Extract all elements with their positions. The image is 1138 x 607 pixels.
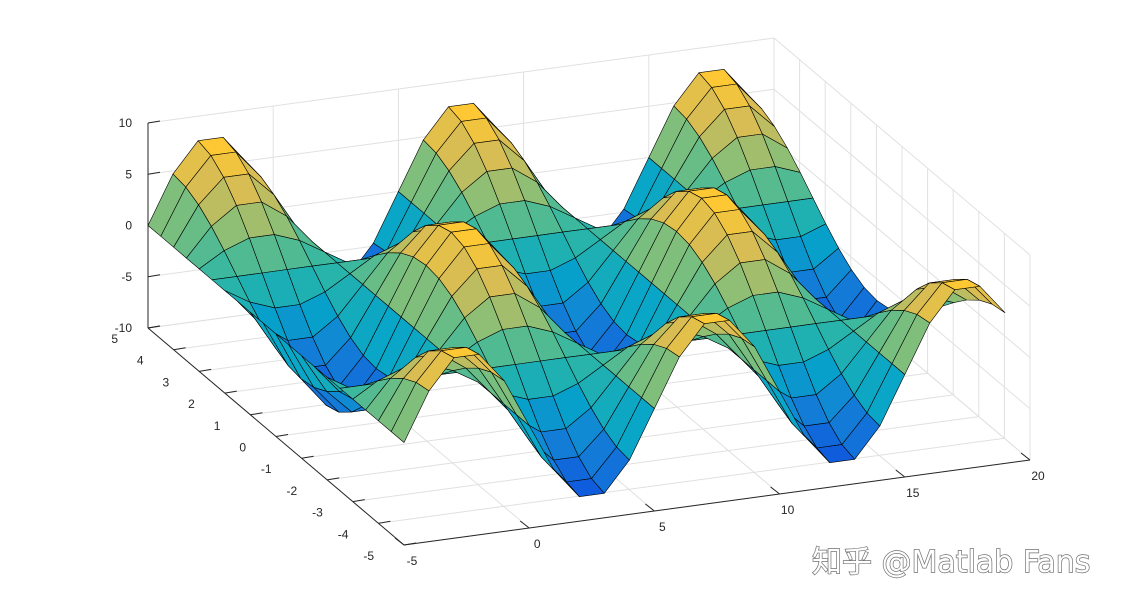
z-tick-label: -10: [115, 321, 133, 335]
y-tick-mark: [327, 477, 340, 481]
y-tick-label: 2: [188, 397, 195, 411]
grid-line: [773, 37, 1031, 256]
y-tick-label: 1: [214, 419, 221, 433]
y-tick-mark: [275, 434, 289, 437]
z-tick-label: 10: [119, 116, 133, 130]
grid-line: [352, 416, 979, 503]
grid-line: [147, 37, 775, 124]
x-tick-mark: [1020, 452, 1031, 461]
x-tick-label: -5: [407, 554, 418, 568]
x-tick-label: 0: [534, 537, 541, 551]
surface-mesh: [147, 69, 1006, 498]
y-tick-mark: [378, 520, 391, 524]
y-tick-label: -3: [312, 506, 323, 520]
surface-patch: [941, 278, 981, 291]
x-tick-mark: [770, 486, 780, 495]
y-tick-label: -1: [261, 462, 272, 476]
surface-patch: [440, 346, 480, 359]
y-tick-mark: [352, 499, 365, 503]
x-tick-mark: [394, 537, 405, 546]
x-axis-line: [403, 459, 1031, 546]
x-tick-mark: [895, 469, 906, 478]
y-tick-label: 0: [239, 441, 246, 455]
z-tick-label: -5: [121, 270, 132, 284]
y-tick-label: -4: [338, 527, 349, 541]
x-tick-mark: [645, 503, 655, 512]
y-tick-mark: [403, 542, 417, 546]
z-tick-mark: [147, 325, 161, 329]
y-tick-label: -2: [287, 484, 298, 498]
y-tick-label: 5: [111, 332, 118, 346]
z-tick-mark: [147, 274, 161, 278]
x-tick-label: 15: [906, 486, 920, 500]
y-tick-mark: [199, 368, 212, 372]
y-tick-mark: [224, 390, 237, 394]
y-tick-label: 4: [137, 354, 144, 368]
y-tick-label: 3: [163, 375, 170, 389]
x-tick-mark: [519, 520, 530, 529]
x-tick-label: 5: [659, 520, 666, 534]
y-tick-mark: [301, 455, 314, 459]
watermark-text: 知乎 @Matlab Fans: [812, 545, 1090, 580]
grid-line: [773, 140, 1031, 358]
z-tick-label: 0: [125, 219, 132, 233]
grid-line: [378, 437, 1005, 524]
grid-line: [773, 88, 1031, 307]
y-tick-label: -5: [363, 549, 374, 563]
z-tick-label: 5: [125, 167, 132, 181]
z-tick-mark: [147, 120, 161, 124]
x-tick-label: 10: [781, 503, 795, 517]
z-tick-mark: [147, 171, 161, 175]
y-tick-mark: [250, 412, 263, 416]
surface-patch: [691, 312, 730, 325]
x-tick-label: 20: [1031, 469, 1045, 483]
y-tick-mark: [173, 347, 186, 351]
